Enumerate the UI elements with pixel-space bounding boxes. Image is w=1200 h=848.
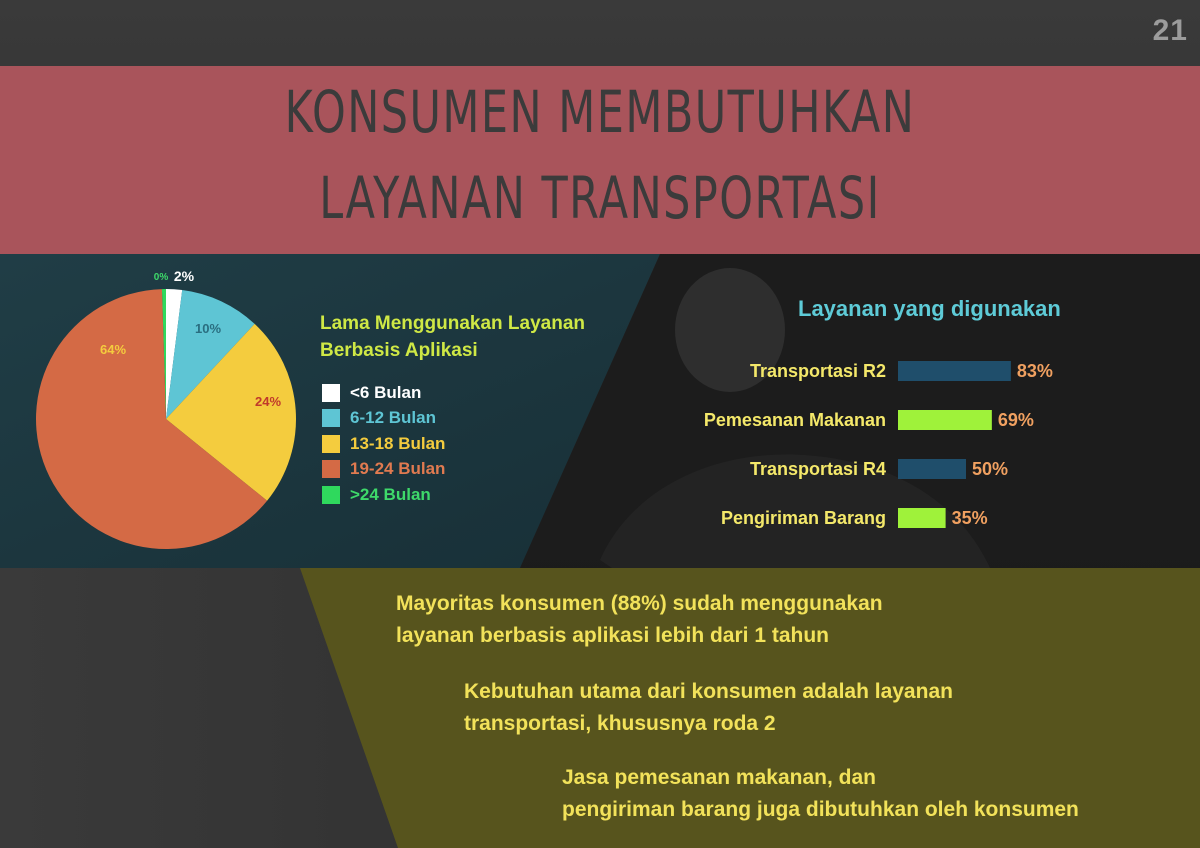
bar	[898, 459, 966, 479]
pie-slice	[166, 323, 296, 501]
message-2-line-1: Kebutuhan utama dari konsumen adalah lay…	[464, 680, 953, 703]
page-number: 21	[1152, 14, 1188, 47]
legend-label: 6-12 Bulan	[350, 408, 436, 428]
legend-label: 13-18 Bulan	[350, 433, 446, 453]
message-2-line-2: transportasi, khususnya roda 2	[464, 712, 776, 735]
legend-label: <6 Bulan	[350, 382, 422, 402]
page-title-line-1: KONSUMEN MEMBUTUHKAN	[284, 78, 916, 146]
bar-value-label: 50%	[972, 459, 1008, 479]
message-3-line-2: pengiriman barang juga dibutuhkan oleh k…	[562, 798, 1079, 821]
legend-item: 6-12 Bulan	[322, 406, 445, 432]
pie-slice-label: 24%	[255, 394, 281, 409]
pie-slice	[161, 289, 166, 419]
bar-category-label: Transportasi R2	[750, 361, 886, 381]
pie-slice	[166, 289, 183, 419]
legend-label: >24 Bulan	[350, 484, 431, 504]
bar-category-label: Transportasi R4	[750, 459, 886, 479]
message-3: Jasa pemesanan makanan, dan pengiriman b…	[562, 762, 1079, 826]
bar	[898, 361, 1011, 381]
pie-slice	[35, 289, 268, 549]
legend-item: 19-24 Bulan	[322, 457, 445, 483]
legend-swatch	[322, 383, 340, 402]
message-1: Mayoritas konsumen (88%) sudah menggunak…	[396, 588, 883, 652]
rider-silhouette	[675, 268, 785, 392]
legend-label: 19-24 Bulan	[350, 459, 446, 479]
pie-slice-label: 2%	[174, 268, 195, 284]
bar	[898, 508, 946, 528]
pie-chart: 0% 2% 10% 24% 64%	[35, 268, 296, 549]
pie-chart-title: Lama Menggunakan Layanan Berbasis Aplika…	[320, 313, 586, 361]
legend-swatch	[322, 434, 340, 453]
bar-value-label: 35%	[952, 508, 988, 528]
bar-category-label: Pemesanan Makanan	[704, 410, 886, 430]
message-2: Kebutuhan utama dari konsumen adalah lay…	[464, 676, 953, 740]
legend-swatch	[322, 460, 340, 479]
title-band	[0, 66, 1200, 254]
message-1-line-1: Mayoritas konsumen (88%) sudah menggunak…	[396, 592, 883, 615]
pie-slice-label: 10%	[195, 321, 221, 336]
legend-swatch	[322, 485, 340, 504]
message-1-line-2: layanan berbasis aplikasi lebih dari 1 t…	[396, 624, 829, 647]
legend-swatch	[322, 409, 340, 428]
legend-item: <6 Bulan	[322, 380, 445, 406]
message-3-line-1: Jasa pemesanan makanan, dan	[562, 766, 876, 789]
bar	[898, 410, 992, 430]
bar-chart-title: Layanan yang digunakan	[798, 296, 1061, 321]
page-title-line-2: LAYANAN TRANSPORTASI	[319, 164, 881, 232]
legend-item: 13-18 Bulan	[322, 431, 445, 457]
bar-category-label: Pengiriman Barang	[721, 508, 886, 528]
message-panel	[300, 568, 1200, 848]
pie-slice-label: 0%	[154, 272, 169, 283]
pie-legend: <6 Bulan 6-12 Bulan 13-18 Bulan 19-24 Bu…	[322, 380, 445, 508]
legend-item: >24 Bulan	[322, 482, 445, 508]
pie-slice	[166, 290, 255, 419]
bar-value-label: 83%	[1017, 361, 1053, 381]
pie-slice-label: 64%	[100, 342, 126, 357]
bar-value-label: 69%	[998, 410, 1034, 430]
